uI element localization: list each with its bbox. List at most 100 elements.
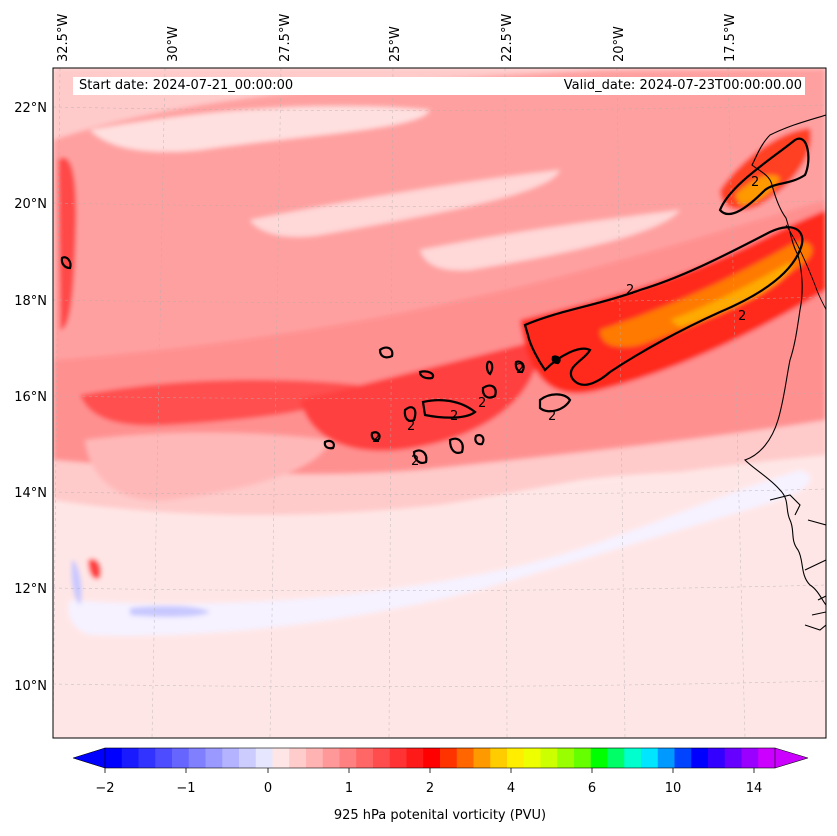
colorbar-cell <box>490 748 508 768</box>
colorbar-cell <box>205 748 223 768</box>
start-date-label: Start date: 2024-07-21_00:00:00 <box>73 77 805 95</box>
contour-small-11 <box>514 360 525 374</box>
contour-small-5 <box>378 346 394 359</box>
colorbar-over-arrow <box>775 748 808 768</box>
colorbar-cell <box>507 748 525 768</box>
contour-small-4 <box>481 384 497 399</box>
colorbar-cell <box>389 748 407 768</box>
coastline <box>743 114 826 631</box>
colorbar-cell <box>523 748 541 768</box>
contour-small-12 <box>485 360 494 376</box>
contour-small-2 <box>421 399 477 419</box>
lon-label: 17.5°W <box>723 14 738 62</box>
field-red-spot-sw <box>88 558 102 580</box>
field-pale-streak-1 <box>90 106 430 152</box>
colorbar-cell <box>339 748 357 768</box>
field-pale-streak-3 <box>420 210 680 271</box>
colorbar-cell <box>557 748 575 768</box>
colorbar-cell <box>624 748 642 768</box>
contour-label: 2 <box>478 396 486 411</box>
valid-date-label: Valid_date: 2024-07-23T00:00:00.00 <box>563 78 802 93</box>
colorbar-cell <box>289 748 307 768</box>
coastline-islands <box>769 494 826 631</box>
contour-label: 2 <box>516 362 524 377</box>
contour-label: 2 <box>450 409 458 424</box>
lon-label: 20°W <box>612 26 627 62</box>
colorbar-cell <box>155 748 173 768</box>
lat-label: 22°N <box>14 101 47 116</box>
lat-labels: 22°N 20°N 18°N 16°N 14°N 12°N 10°N <box>14 101 47 694</box>
colorbar-cell <box>423 748 441 768</box>
colorbar-tick-label: 10 <box>664 781 682 796</box>
lon-label: 30°W <box>166 26 181 62</box>
field-red-band-west <box>80 379 360 426</box>
colorbar-cell <box>574 748 592 768</box>
colorbar-cell <box>373 748 391 768</box>
colorbar-cell <box>691 748 709 768</box>
contour-label: 2 <box>751 175 759 190</box>
field-red-west-edge <box>58 157 77 330</box>
colorbar-ticks <box>104 768 755 773</box>
colorbar-cell <box>105 748 123 768</box>
lat-label: 14°N <box>14 486 47 501</box>
contour-small-6 <box>448 437 464 454</box>
colorbar-tick-label: 14 <box>745 781 763 796</box>
colorbar-cell <box>590 748 608 768</box>
colorbar-cell <box>473 748 491 768</box>
map-frame <box>52 67 827 739</box>
colorbar-cell <box>758 748 776 768</box>
contour-small-9 <box>323 439 335 450</box>
contour-label: 2 <box>548 409 556 424</box>
colorbar-tick-label: −1 <box>176 781 196 796</box>
colorbar-cell <box>356 748 374 768</box>
contour-fill-small <box>551 355 561 365</box>
contour-small-13 <box>418 370 435 380</box>
colorbar-cell <box>272 748 290 768</box>
contour-small-7 <box>412 449 428 464</box>
field-blue-patch-1 <box>130 605 210 617</box>
lon-labels: 32.5°W 30°W 27.5°W 25°W 22.5°W 20°W 17.5… <box>56 14 738 62</box>
colorbar-cell <box>456 748 474 768</box>
colorbar-tick-label: 6 <box>587 781 597 796</box>
lat-label: 10°N <box>14 679 47 694</box>
colorbar-cell <box>322 748 340 768</box>
field-orange-core <box>600 241 813 347</box>
colorbar-cell <box>406 748 424 768</box>
field-orange-north-coast <box>735 175 780 205</box>
colorbar-tick-label: −2 <box>95 781 115 796</box>
field-orange-core-inner <box>670 262 791 327</box>
contour-labels: 2 2 2 2 2 2 2 2 2 2 <box>372 175 759 469</box>
colorbar-tick-label: 1 <box>344 781 354 796</box>
colorbar-cell <box>540 748 558 768</box>
colorbar-cell <box>239 748 257 768</box>
colorbar-cell <box>440 748 458 768</box>
coastline-africa <box>743 114 826 606</box>
field-blue-patch-2 <box>71 560 82 605</box>
colorbar-tick-label: 4 <box>506 781 516 796</box>
lon-label: 22.5°W <box>500 14 515 62</box>
colorbar-cell <box>138 748 156 768</box>
colorbar-title: 925 hPa potenital vorticity (PVU) <box>333 808 547 823</box>
colorbar-cell <box>188 748 206 768</box>
field-red-band-mid <box>300 340 540 451</box>
colorbar <box>72 747 809 773</box>
colorbar-tick-label: 2 <box>425 781 435 796</box>
field-mottled-sw <box>85 432 330 501</box>
contour-label: 2 <box>626 283 634 298</box>
lon-label: 27.5°W <box>278 14 293 62</box>
graticule <box>53 68 826 738</box>
contour-small-8 <box>370 431 381 442</box>
contour-label: 2 <box>407 419 415 434</box>
colorbar-frame <box>104 747 776 769</box>
colorbar-cell <box>255 748 273 768</box>
field-pale-streak-2 <box>250 170 560 237</box>
colorbar-cell <box>222 748 240 768</box>
contour-label: 2 <box>372 431 380 446</box>
colorbar-cell <box>641 748 659 768</box>
colorbar-cell <box>657 748 675 768</box>
colorbar-cell <box>607 748 625 768</box>
colorbar-under-arrow <box>73 748 105 768</box>
colorbar-cell <box>172 748 190 768</box>
lat-label: 18°N <box>14 294 47 309</box>
